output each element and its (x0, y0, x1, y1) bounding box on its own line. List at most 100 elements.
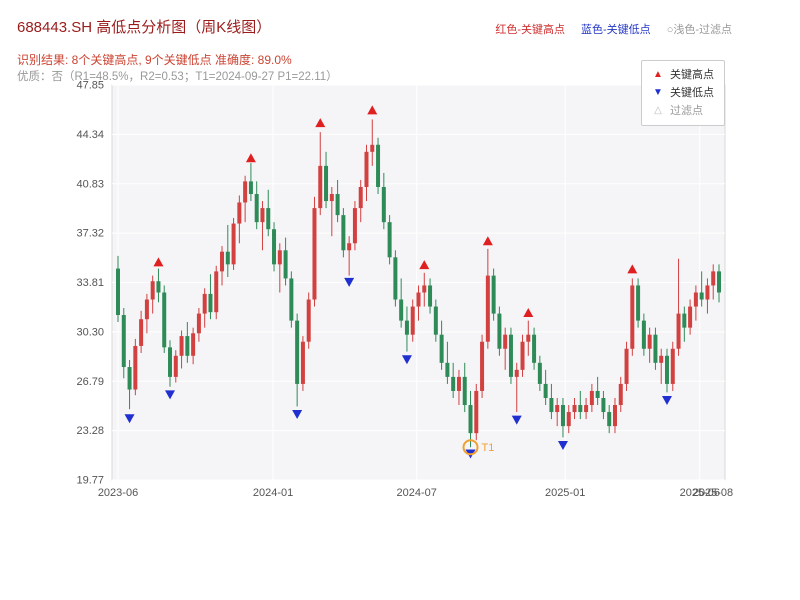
key-low-marker (292, 410, 303, 420)
candle-body (508, 334, 513, 377)
candle-body (705, 285, 710, 300)
candle-body (237, 202, 242, 224)
legend-label-key-low: 关键低点 (670, 87, 714, 99)
candle-body (456, 376, 461, 391)
candle-body (451, 376, 456, 391)
candle-body (514, 369, 519, 377)
candle-body (549, 397, 554, 413)
candle-body (318, 165, 323, 209)
candle-body (462, 376, 467, 406)
candle-body (445, 362, 450, 377)
chart-legend: ▲ 关键高点 ▼ 关键低点 △ 过滤点 (641, 60, 725, 126)
filter-triangle-icon: △ (654, 105, 662, 116)
candle-body (266, 208, 271, 230)
key-high-triangle-icon: ▲ (653, 69, 663, 80)
legend-label-key-high: 关键高点 (670, 69, 714, 81)
top-legend-key-high-label: 红色-关键高点 (495, 24, 566, 36)
candle-body (422, 285, 427, 293)
candle-body (399, 299, 404, 321)
candle-body (139, 319, 144, 346)
candle-body (289, 278, 294, 321)
candle-body (664, 355, 669, 384)
candle-body (260, 208, 265, 223)
top-legend-filter-label: ○浅色-过滤点 (666, 24, 732, 36)
candle-body (612, 405, 617, 427)
y-tick-label: 47.85 (76, 80, 104, 92)
key-high-marker (367, 105, 378, 115)
candle-body (480, 341, 485, 391)
key-low-marker (661, 395, 672, 405)
candle-body (243, 181, 248, 203)
candle-body (225, 251, 230, 265)
key-high-marker (419, 260, 430, 270)
x-tick-label: 2025-08 (693, 487, 733, 499)
candle-body (624, 348, 629, 384)
y-tick-label: 33.81 (76, 277, 104, 289)
candle-body (595, 390, 600, 398)
candle-body (312, 208, 317, 300)
candle-body (358, 186, 363, 209)
candle-body (653, 334, 658, 363)
candle-body (352, 208, 357, 244)
candle-body (676, 313, 681, 349)
candle-body (410, 306, 415, 335)
candle-body (168, 347, 173, 377)
y-tick-label: 44.34 (76, 129, 104, 141)
candle-body (584, 405, 589, 413)
candle-body (526, 334, 531, 342)
candle-body (295, 320, 300, 384)
candle-body (404, 320, 409, 335)
candle-body (254, 194, 259, 223)
candle-body (433, 306, 438, 335)
candle-body (630, 285, 635, 349)
key-low-marker (511, 415, 522, 425)
candle-body (607, 412, 612, 427)
x-tick-label: 2024-01 (253, 487, 293, 499)
legend-label-filter: 过滤点 (670, 105, 703, 117)
candle-body (208, 293, 213, 313)
candle-body (191, 333, 196, 356)
candle-body (468, 405, 473, 434)
key-high-marker (627, 264, 638, 274)
candle-body (341, 215, 346, 251)
candle-body (711, 271, 716, 286)
candle-body (162, 292, 167, 348)
key-low-triangle-icon: ▼ (653, 87, 663, 98)
candle-body (670, 348, 675, 384)
candle-body (220, 251, 225, 272)
candle-body (127, 367, 132, 390)
candle-body (618, 383, 623, 406)
candle-body (364, 151, 369, 187)
candle-body (520, 341, 525, 370)
candle-body (578, 405, 583, 413)
candle-body (231, 223, 236, 265)
top-legend-key-low-label: 蓝色-关键低点 (581, 24, 651, 36)
candle-body (641, 320, 646, 349)
t1-circle-marker (462, 439, 479, 456)
legend-item-filter: △ 过滤点 (652, 102, 714, 120)
key-high-marker (153, 257, 164, 267)
candle-body (121, 314, 126, 368)
candle-body (503, 334, 508, 349)
legend-item-key-high: ▲ 关键高点 (652, 66, 714, 84)
candle-body (560, 405, 565, 427)
candle-body (393, 257, 398, 300)
candle-body (272, 229, 277, 265)
candle-body (589, 390, 594, 406)
candle-body (566, 412, 571, 427)
candle-body (497, 313, 502, 349)
candle-body (306, 299, 311, 342)
candle-body (248, 181, 253, 195)
candle-body (370, 144, 375, 152)
candle-body (300, 341, 305, 384)
candle-body (688, 306, 693, 328)
candle-body (179, 336, 184, 356)
candle-body (485, 275, 490, 342)
candle-body (173, 355, 178, 377)
candle-body (439, 334, 444, 363)
candle-body (202, 293, 207, 314)
legend-item-key-low: ▼ 关键低点 (652, 84, 714, 102)
candle-body (699, 292, 704, 300)
candle-body (717, 271, 721, 293)
page-title: 688443.SH 高低点分析图（周K线图） (17, 19, 272, 36)
